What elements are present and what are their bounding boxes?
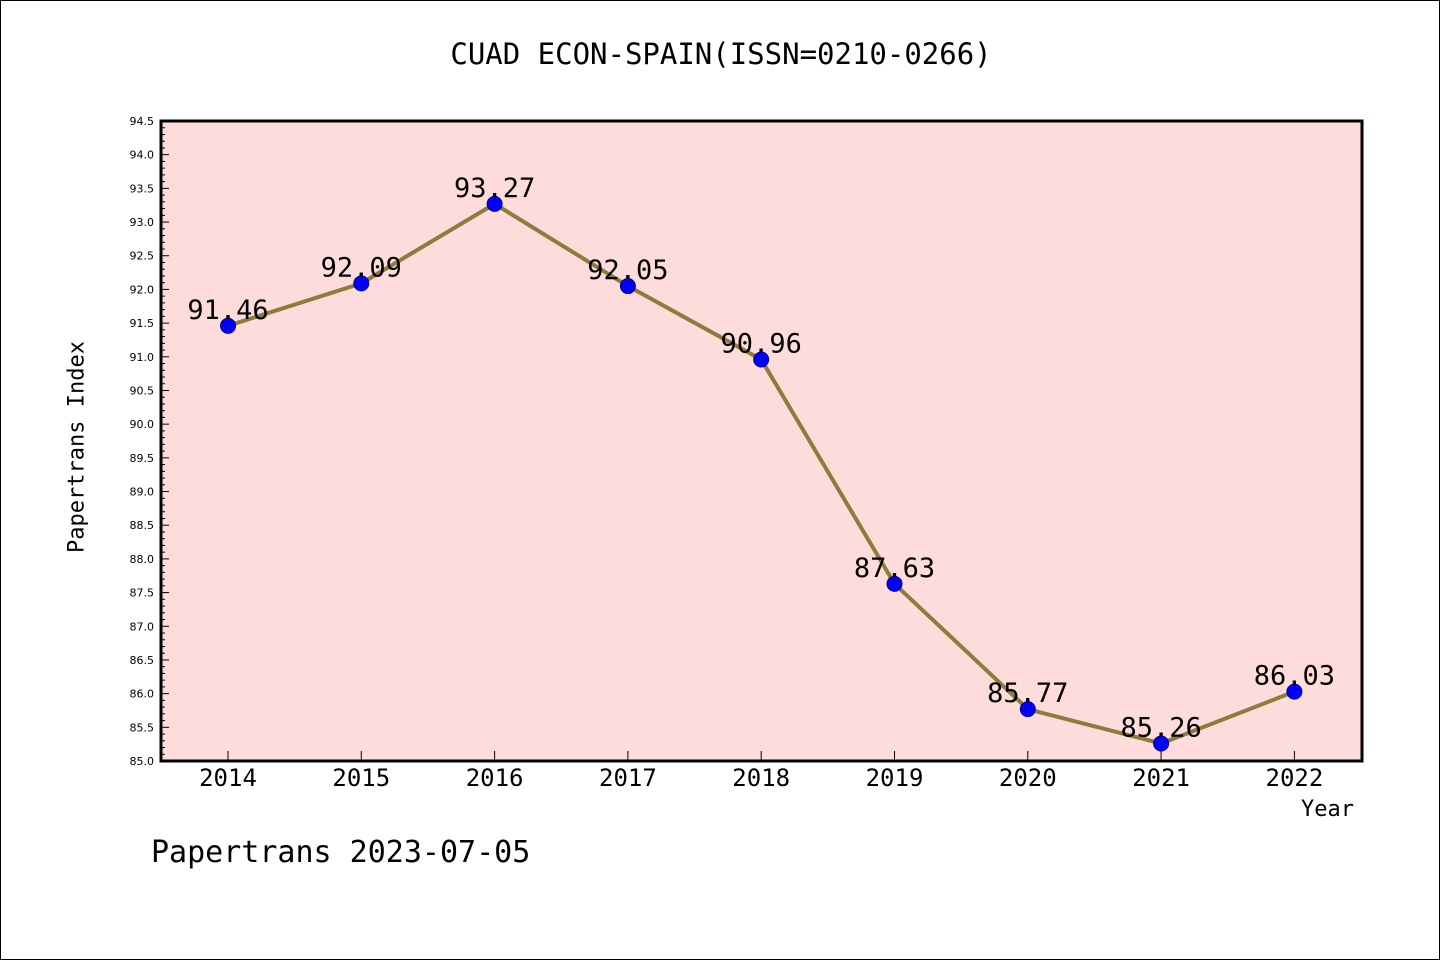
footer-note: Papertrans 2023-07-05 <box>151 835 531 870</box>
data-label: 92.05 <box>587 255 668 286</box>
data-label: 92.09 <box>321 252 402 283</box>
data-point <box>220 317 236 334</box>
x-tick-label: 2015 <box>332 764 390 792</box>
y-tick-label: 90.0 <box>130 418 155 431</box>
y-tick-label: 93.5 <box>130 182 155 195</box>
x-tick-label: 2017 <box>599 764 657 792</box>
data-point <box>353 275 370 292</box>
data-point <box>1286 683 1303 700</box>
x-tick-label: 2020 <box>999 764 1057 792</box>
data-point <box>619 278 636 295</box>
y-tick-label: 90.5 <box>130 384 155 397</box>
data-label: 90.96 <box>721 328 802 359</box>
y-tick-label: 89.5 <box>130 452 155 465</box>
y-tick-label: 85.0 <box>130 755 155 768</box>
data-label: 93.27 <box>454 173 535 204</box>
y-tick-label: 88.5 <box>130 519 155 532</box>
data-point <box>1019 701 1036 718</box>
chart-title: CUAD ECON-SPAIN(ISSN=0210-0266) <box>450 37 992 71</box>
y-tick-label: 94.0 <box>130 149 155 162</box>
data-label: 85.77 <box>987 678 1068 709</box>
data-point <box>753 351 770 368</box>
y-tick-label: 91.0 <box>130 351 155 364</box>
y-tick-label: 93.0 <box>130 216 155 229</box>
x-axis-label: Year <box>1301 797 1354 822</box>
data-label: 86.03 <box>1254 661 1335 692</box>
y-tick-label: 85.5 <box>130 721 155 734</box>
y-tick-label: 88.0 <box>130 553 155 566</box>
y-tick-label: 94.5 <box>130 115 155 128</box>
y-tick-label: 89.0 <box>130 486 155 499</box>
plot-border <box>159 119 1364 763</box>
x-tick-label: 2019 <box>866 764 924 792</box>
data-point <box>486 195 503 212</box>
data-label: 91.46 <box>187 295 268 326</box>
y-tick-label: 91.5 <box>130 317 155 330</box>
data-label: 85.26 <box>1120 712 1201 743</box>
y-tick-label: 86.5 <box>130 654 155 667</box>
y-tick-label: 92.0 <box>130 283 155 296</box>
plot-area <box>161 121 1362 761</box>
x-tick-label: 2022 <box>1266 764 1324 792</box>
x-tick-label: 2016 <box>466 764 524 792</box>
x-tick-label: 2021 <box>1132 764 1190 792</box>
x-tick-label: 2014 <box>199 764 257 792</box>
data-point <box>886 575 903 592</box>
y-tick-label: 87.0 <box>130 620 155 633</box>
y-tick-label: 92.5 <box>130 250 155 263</box>
x-tick-label: 2018 <box>732 764 790 792</box>
y-tick-label: 86.0 <box>130 688 155 701</box>
data-label: 87.63 <box>854 553 935 584</box>
y-tick-label: 87.5 <box>130 587 155 600</box>
data-point <box>1153 735 1170 752</box>
